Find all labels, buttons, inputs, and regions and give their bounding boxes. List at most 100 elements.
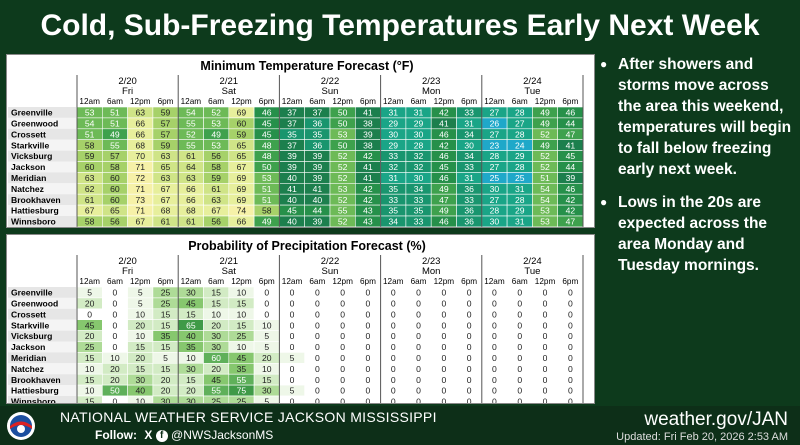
temp-cell-value: 31 bbox=[515, 217, 525, 227]
pop-time-label: 12pm bbox=[434, 277, 455, 286]
temp-time-label: 6pm bbox=[158, 97, 174, 106]
temp-cell-value: 59 bbox=[211, 173, 221, 183]
temp-cell-value: 51 bbox=[262, 195, 272, 205]
temp-cell-value: 65 bbox=[161, 162, 171, 172]
pop-time-label: 6pm bbox=[461, 277, 477, 286]
social-handle[interactable]: @NWSJacksonMS bbox=[171, 428, 274, 442]
temp-cell-value: 39 bbox=[287, 162, 297, 172]
pop-cell-value: 0 bbox=[290, 397, 295, 404]
pop-cell-value: 5 bbox=[290, 353, 295, 363]
pop-cell-value: 15 bbox=[135, 342, 145, 352]
temp-cell-value: 45 bbox=[439, 162, 449, 172]
pop-cell-value: 0 bbox=[568, 353, 573, 363]
x-icon[interactable]: X bbox=[144, 428, 153, 442]
temp-cell-value: 36 bbox=[464, 184, 474, 194]
temp-cell-value: 28 bbox=[515, 162, 525, 172]
temp-cell-value: 43 bbox=[363, 217, 373, 227]
pop-time-label: 12am bbox=[383, 277, 404, 286]
temp-cell-value: 35 bbox=[388, 184, 398, 194]
temp-cell-value: 66 bbox=[237, 217, 247, 227]
pop-cell-value: 0 bbox=[441, 299, 446, 309]
pop-day-name: Sat bbox=[222, 266, 237, 277]
pop-cell-value: 0 bbox=[315, 320, 320, 330]
pop-cell-value: 0 bbox=[467, 320, 472, 330]
temp-cell-value: 34 bbox=[464, 129, 474, 139]
pop-cell-value: 0 bbox=[492, 375, 497, 385]
pop-cell-value: 0 bbox=[543, 309, 548, 319]
pop-cell-value: 0 bbox=[543, 342, 548, 352]
pop-cell-value: 0 bbox=[416, 299, 421, 309]
temp-cell-value: 38 bbox=[363, 119, 373, 129]
temp-cell-value: 31 bbox=[464, 119, 474, 129]
temp-row-bg bbox=[8, 128, 76, 140]
temp-cell-value: 65 bbox=[237, 140, 247, 150]
pop-cell-value: 30 bbox=[161, 397, 171, 404]
temp-cell-value: 68 bbox=[135, 140, 145, 150]
website-link[interactable]: weather.gov/JAN bbox=[644, 409, 788, 430]
pop-cell-value: 45 bbox=[211, 375, 221, 385]
pop-cell-value: 0 bbox=[441, 375, 446, 385]
pop-cell-value: 0 bbox=[517, 353, 522, 363]
temp-cell-value: 53 bbox=[540, 206, 550, 216]
temp-cell-value: 41 bbox=[313, 184, 323, 194]
temp-cell-value: 39 bbox=[313, 173, 323, 183]
temp-cell-value: 39 bbox=[287, 151, 297, 161]
temp-city-label: Crossett bbox=[11, 129, 46, 139]
pop-day-date: 2/21 bbox=[220, 256, 239, 267]
temp-cell-value: 44 bbox=[313, 206, 323, 216]
temp-row-bg bbox=[8, 139, 76, 151]
temp-cell-value: 41 bbox=[287, 184, 297, 194]
temp-time-label: 12am bbox=[484, 97, 505, 106]
pop-time-label: 6am bbox=[512, 277, 528, 286]
pop-cell-value: 0 bbox=[568, 342, 573, 352]
pop-time-label: 12pm bbox=[535, 277, 556, 286]
pop-cell-value: 0 bbox=[290, 299, 295, 309]
pop-cell-value: 15 bbox=[161, 320, 171, 330]
temp-cell-value: 47 bbox=[566, 129, 576, 139]
pop-cell-value: 0 bbox=[416, 386, 421, 396]
temp-cell-value: 49 bbox=[110, 129, 120, 139]
pop-cell-value: 0 bbox=[290, 364, 295, 374]
pop-cell-value: 10 bbox=[262, 364, 272, 374]
temp-cell-value: 33 bbox=[464, 108, 474, 118]
pop-row-bg bbox=[8, 287, 76, 298]
temp-time-label: 6pm bbox=[461, 97, 477, 106]
pop-cell-value: 0 bbox=[517, 397, 522, 404]
facebook-icon[interactable]: f bbox=[155, 429, 168, 442]
pop-row-bg bbox=[8, 330, 76, 342]
pop-cell-value: 25 bbox=[161, 288, 171, 298]
pop-cell-value: 0 bbox=[492, 299, 497, 309]
pop-cell-value: 0 bbox=[340, 353, 345, 363]
pop-cell-value: 0 bbox=[441, 342, 446, 352]
headline: Cold, Sub-Freezing Temperatures Early Ne… bbox=[40, 9, 760, 42]
temp-cell-value: 58 bbox=[85, 140, 95, 150]
pop-cell-value: 0 bbox=[391, 342, 396, 352]
temp-cell-value: 60 bbox=[110, 173, 120, 183]
pop-row-bg bbox=[8, 374, 76, 386]
pop-cell-value: 75 bbox=[237, 386, 247, 396]
temp-cell-value: 63 bbox=[186, 173, 196, 183]
pop-cell-value: 10 bbox=[135, 309, 145, 319]
temp-cell-value: 41 bbox=[363, 173, 373, 183]
temp-cell-value: 65 bbox=[110, 206, 120, 216]
pop-cell-value: 0 bbox=[416, 320, 421, 330]
pop-cell-value: 10 bbox=[186, 353, 196, 363]
pop-cell-value: 55 bbox=[237, 375, 247, 385]
pop-cell-value: 0 bbox=[441, 288, 446, 298]
pop-time-label: 12pm bbox=[231, 277, 252, 286]
pop-city-label: Greenville bbox=[11, 288, 53, 298]
pop-cell-value: 45 bbox=[237, 353, 247, 363]
pop-cell-value: 0 bbox=[290, 331, 295, 341]
pop-row-bg bbox=[8, 341, 76, 353]
temp-cell-value: 33 bbox=[388, 195, 398, 205]
pop-cell-value: 0 bbox=[467, 353, 472, 363]
pop-cell-value: 0 bbox=[290, 309, 295, 319]
pop-cell-value: 30 bbox=[135, 375, 145, 385]
temp-row-bg bbox=[8, 161, 76, 173]
pop-cell-value: 50 bbox=[110, 386, 120, 396]
pop-cell-value: 0 bbox=[543, 299, 548, 309]
pop-cell-value: 0 bbox=[568, 320, 573, 330]
temp-cell-value: 31 bbox=[388, 173, 398, 183]
temp-city-label: Greenwood bbox=[11, 119, 58, 129]
temp-cell-value: 51 bbox=[540, 173, 550, 183]
